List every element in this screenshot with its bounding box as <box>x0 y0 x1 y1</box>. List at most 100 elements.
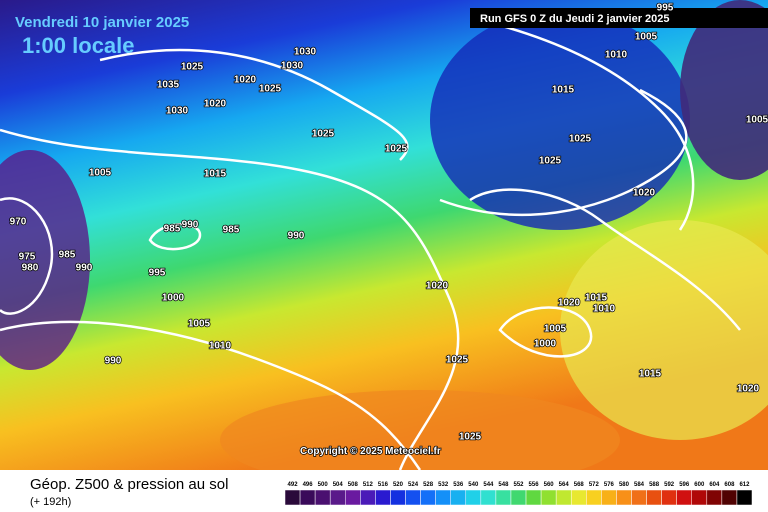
scale-cell <box>450 489 467 506</box>
scale-cell <box>510 489 527 506</box>
isobar-label: 975 <box>19 252 36 263</box>
scale-cell <box>555 489 572 506</box>
isobar-label: 1020 <box>204 99 227 110</box>
scale-cell <box>314 489 331 506</box>
isobar-label: 990 <box>288 231 305 242</box>
isobar-label: 990 <box>76 263 93 274</box>
isobar-label: 980 <box>22 263 39 274</box>
scale-label: 520 <box>393 482 404 488</box>
isobar-label: 1020 <box>426 281 449 292</box>
scale-label: 504 <box>333 482 344 488</box>
isobar-label: 995 <box>657 3 674 14</box>
isobar-label: 1005 <box>635 32 658 43</box>
isobars <box>0 18 741 471</box>
scale-cell <box>405 489 421 506</box>
scale-label: 544 <box>483 482 494 488</box>
trough-area <box>430 10 690 230</box>
scale-label: 536 <box>453 482 464 488</box>
scale-label: 572 <box>589 482 600 488</box>
scale-label: 596 <box>679 482 690 488</box>
isobar-label: 1000 <box>162 293 185 304</box>
isobar-label: 1025 <box>539 156 562 167</box>
isobar-label: 1025 <box>446 355 469 366</box>
scale-cell <box>631 489 647 506</box>
isobar-label: 990 <box>105 356 122 367</box>
scale-label: 564 <box>559 482 570 488</box>
isobar-label: 990 <box>182 220 199 231</box>
scale-cell <box>661 489 677 506</box>
footer-lead: (+ 192h) <box>30 496 71 508</box>
scale-cell <box>616 489 632 506</box>
scale-cell <box>706 489 723 506</box>
isobar-label: 1030 <box>166 106 189 117</box>
run-box <box>470 8 768 28</box>
scale-label: 524 <box>408 482 419 488</box>
scale-label: 612 <box>739 482 750 488</box>
scale-label: 500 <box>318 482 329 488</box>
scale-label: 584 <box>634 482 645 488</box>
isobar-label: 1015 <box>552 85 575 96</box>
footer-title: Géop. Z500 & pression au sol <box>30 476 228 493</box>
scale-label: 552 <box>513 482 524 488</box>
scale-cell <box>525 489 542 506</box>
scale-cell <box>495 489 512 506</box>
scale-label: 576 <box>604 482 615 488</box>
scale-label: 556 <box>529 482 540 488</box>
isobar-label: 995 <box>149 268 166 279</box>
date: Vendredi 10 janvier 2025 <box>15 14 189 31</box>
scale-label: 516 <box>378 482 389 488</box>
scale-cell <box>570 489 587 506</box>
scale-cell <box>736 489 753 506</box>
time: 1:00 locale <box>22 33 135 58</box>
isobar-label: 985 <box>164 224 181 235</box>
isobar-label: 1005 <box>746 115 768 126</box>
scale-label: 568 <box>574 482 585 488</box>
scale-cell <box>360 489 376 506</box>
scale-label: 600 <box>694 482 705 488</box>
isobar-label: 1025 <box>181 62 204 73</box>
scale-cell <box>345 489 361 506</box>
scale-label: 492 <box>288 482 299 488</box>
scale-label: 532 <box>438 482 449 488</box>
scale-label: 608 <box>724 482 735 488</box>
isobar-label: 970 <box>10 217 27 228</box>
isobar-label: 1015 <box>204 169 227 180</box>
scale-cell <box>284 489 301 506</box>
scale-cell <box>540 489 557 506</box>
scale-cell <box>375 489 391 506</box>
scale-cell <box>480 489 497 506</box>
isobar-label: 1010 <box>605 50 628 61</box>
scale-label: 508 <box>348 482 359 488</box>
isobar-label: 1025 <box>385 144 408 155</box>
scale-label: 540 <box>468 482 479 488</box>
isobar-label: 1035 <box>157 80 180 91</box>
isobar-label: 1005 <box>89 168 112 179</box>
scale-cell <box>390 489 406 506</box>
low-area <box>0 150 90 370</box>
scale-cell <box>435 489 451 506</box>
scale-label: 580 <box>619 482 630 488</box>
isobar-label: 1000 <box>534 339 557 350</box>
scale-cell <box>646 489 662 506</box>
ridge-area <box>220 390 620 490</box>
isobar-labels: 1030103010251020102510351030102010251025… <box>9 2 768 444</box>
isobar-label: 1005 <box>188 319 211 330</box>
isobar-label: 1025 <box>259 84 282 95</box>
isobar-label: 985 <box>223 225 240 236</box>
isobar-label: 1025 <box>569 134 592 145</box>
color-scale: 492 496 500 504 508 512 516 520 524 528 532 536 540 5… <box>284 482 753 506</box>
scale-cell <box>420 489 436 506</box>
isobar-label: 1010 <box>593 304 616 315</box>
isobar-label: 1005 <box>544 324 567 335</box>
scale-cell <box>676 489 692 506</box>
ridge-area <box>560 220 768 440</box>
scale-label: 548 <box>498 482 509 488</box>
scale-cell <box>329 489 346 506</box>
isobar-label: 1025 <box>312 129 335 140</box>
isobar-label: 1020 <box>633 188 656 199</box>
scale-label: 496 <box>303 482 314 488</box>
isobar-label: 985 <box>59 250 76 261</box>
copyright: Copyright © 2025 Meteociel.fr <box>300 446 441 457</box>
scale-cell <box>299 489 316 506</box>
